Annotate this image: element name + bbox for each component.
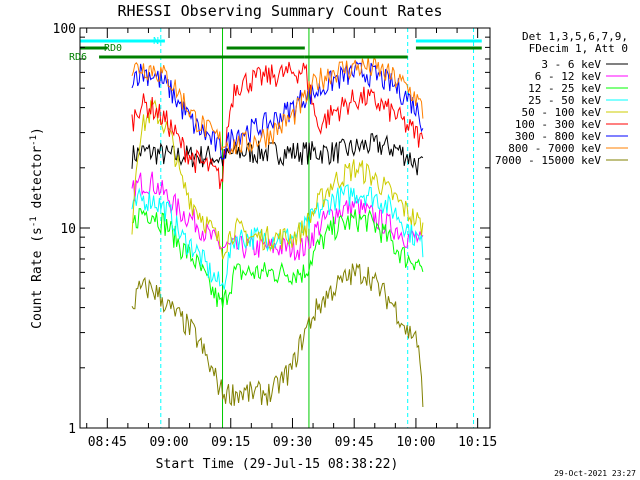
flag-bars bbox=[80, 39, 482, 59]
x-tick-label-0915: 09:15 bbox=[211, 435, 250, 450]
x-tick-label-0930: 09:30 bbox=[273, 435, 312, 450]
flag-label-rd6: RD6 bbox=[69, 52, 87, 63]
legend: Det 1,3,5,6,7,9, FDecim 1, Att 0 3 - 6 k… bbox=[495, 30, 628, 167]
y-tick-label-10: 10 bbox=[60, 222, 76, 237]
x-axis-label: Start Time (29-Jul-15 08:38:22) bbox=[156, 457, 399, 472]
chart-title: RHESSI Observing Summary Count Rates bbox=[117, 2, 442, 20]
legend-label-3-6-kev: 3 - 6 keV bbox=[541, 58, 601, 71]
legend-label-6-12-kev: 6 - 12 keV bbox=[535, 70, 602, 83]
series-100-300-kev bbox=[131, 61, 424, 190]
legend-label-50-100-kev: 50 - 100 keV bbox=[522, 106, 602, 119]
series-lines bbox=[131, 28, 475, 428]
series-50-100-kev bbox=[131, 99, 424, 260]
x-tick-label-1015: 10:15 bbox=[458, 435, 497, 450]
x-axis-ticks: 08:45 09:00 09:15 09:30 09:45 10:00 10:15 bbox=[86, 28, 497, 450]
legend-label-7000-15000-kev: 7000 - 15000 keV bbox=[495, 154, 601, 167]
y-tick-label-100: 100 bbox=[53, 22, 76, 37]
series-25-50-kev bbox=[131, 184, 424, 290]
series-3-6-kev bbox=[131, 133, 424, 176]
y-axis-label: Count Rate (s-1 detector-1) bbox=[29, 127, 45, 329]
x-tick-label-0900: 09:00 bbox=[149, 435, 188, 450]
flag-label-n: N bbox=[153, 36, 159, 47]
x-tick-label-1000: 10:00 bbox=[396, 435, 435, 450]
legend-header-line-1: Det 1,3,5,6,7,9, bbox=[522, 30, 628, 43]
y-tick-label-1: 1 bbox=[68, 422, 76, 437]
legend-label-100-300-kev: 100 - 300 keV bbox=[515, 118, 601, 131]
legend-label-800-7000-kev: 800 - 7000 keV bbox=[508, 142, 601, 155]
legend-label-25-50-kev: 25 - 50 keV bbox=[528, 94, 601, 107]
legend-label-12-25-kev: 12 - 25 keV bbox=[528, 82, 601, 95]
y-axis-ticks: 1 10 100 bbox=[53, 22, 490, 437]
series-12-25-kev bbox=[131, 208, 424, 308]
x-tick-label-0845: 08:45 bbox=[88, 435, 127, 450]
legend-header-line-2: FDecim 1, Att 0 bbox=[529, 42, 628, 55]
legend-label-300-800-kev: 300 - 800 keV bbox=[515, 130, 601, 143]
series-7000-15000-kev bbox=[131, 262, 424, 408]
flag-label-rd0: RD0 bbox=[104, 43, 122, 54]
series-6-12-kev bbox=[131, 171, 424, 261]
series-300-800-kev bbox=[131, 61, 424, 160]
x-tick-label-0945: 09:45 bbox=[335, 435, 374, 450]
timestamp: 29-Oct-2021 23:27 bbox=[554, 469, 636, 478]
